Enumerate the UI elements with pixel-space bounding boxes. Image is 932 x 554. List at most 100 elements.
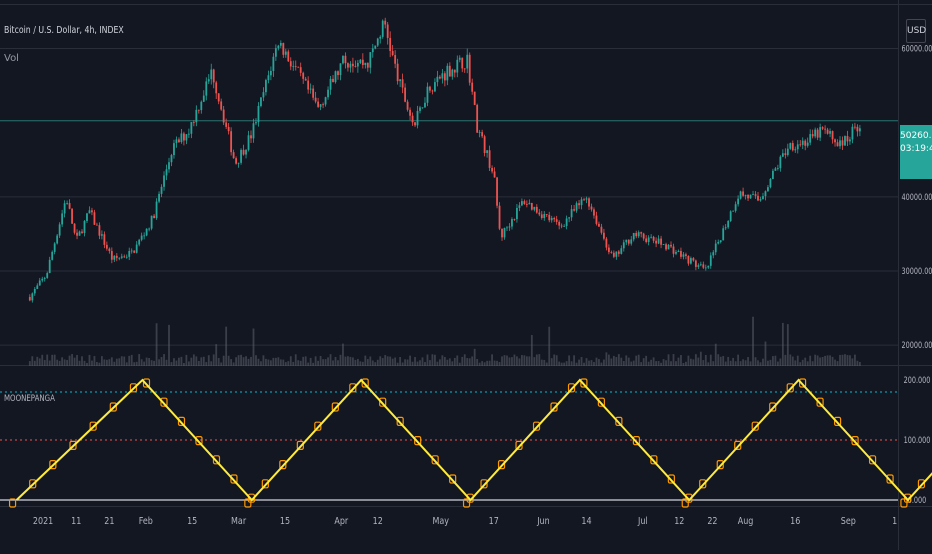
price-axis-labels: 60000.00 40000.00 30000.00 20000.00 <box>902 43 932 350</box>
volume-bar <box>170 362 173 366</box>
candle-body <box>155 201 158 219</box>
currency-button[interactable]: USD <box>906 19 926 43</box>
oscillator-glyph <box>331 402 339 412</box>
oscillator-glyph <box>195 436 203 446</box>
last-price-value: 50260.58 <box>900 131 932 141</box>
candle-body <box>836 142 839 147</box>
candle-body <box>38 280 41 286</box>
candle-body <box>384 20 387 25</box>
candle-body <box>93 212 96 225</box>
candle-body <box>299 67 302 73</box>
candle-body <box>694 260 697 267</box>
volume-bar <box>630 361 633 366</box>
oscillator-glyph <box>816 397 824 407</box>
volume-bar <box>197 360 200 366</box>
volume-bar <box>530 335 533 366</box>
candle-body <box>791 143 794 151</box>
candle-body <box>533 206 536 210</box>
volume-bar <box>153 360 155 366</box>
volume-bar <box>374 362 377 366</box>
volume-bar <box>543 359 546 366</box>
candle-body <box>277 45 280 49</box>
candle-body <box>185 134 188 141</box>
volume-bar <box>605 352 608 366</box>
candle-body <box>647 237 650 242</box>
volume-bar <box>625 355 628 366</box>
volume-bar <box>322 359 324 366</box>
candle-body <box>471 82 474 92</box>
candle-body <box>657 238 660 244</box>
candle-body <box>48 259 51 274</box>
volume-bar <box>103 359 106 366</box>
candle-body <box>685 254 687 256</box>
candle-body <box>369 52 372 68</box>
volume-bar <box>769 359 772 366</box>
volume-bar <box>319 355 322 366</box>
price-tick-label: 30000.00 <box>902 266 932 276</box>
candle-body <box>63 203 66 214</box>
candle-body <box>702 264 705 268</box>
candle-body <box>406 101 409 110</box>
volume-bar <box>33 360 36 366</box>
candle-body <box>287 51 290 62</box>
candle-body <box>776 168 779 169</box>
candle-body <box>317 101 320 107</box>
volume-bar <box>441 355 444 366</box>
volume-bar <box>481 361 484 366</box>
candle-body <box>309 88 312 90</box>
volume-bar <box>334 357 337 366</box>
candle-body <box>342 55 344 64</box>
volume-bar <box>361 361 364 366</box>
candle-body <box>416 110 419 126</box>
candle-body <box>58 224 61 236</box>
volume-bar <box>647 361 650 366</box>
volume-bar <box>809 355 812 366</box>
volume-bar <box>672 354 675 366</box>
candle-body <box>282 42 285 55</box>
candle-body <box>612 252 615 257</box>
candle-body <box>714 243 717 253</box>
candle-body <box>170 155 173 163</box>
volume-bar <box>826 355 829 366</box>
volume-bar <box>344 356 347 366</box>
candle-body <box>615 251 618 257</box>
candle-body <box>801 140 804 145</box>
candle-body <box>468 54 471 83</box>
candle-body <box>118 257 121 259</box>
candle-body <box>292 66 295 68</box>
time-tick-label: 12 <box>674 516 684 527</box>
candle-body <box>622 242 625 249</box>
volume-bar <box>642 358 645 366</box>
volume-bar <box>207 355 210 366</box>
volume-bar <box>337 360 339 366</box>
oscillator-glyph <box>244 498 252 508</box>
candle-body <box>28 296 31 301</box>
volume-bar <box>665 360 667 366</box>
volume-bar <box>421 357 424 366</box>
volume-bar <box>371 360 374 366</box>
candle-body <box>334 71 337 83</box>
candle-body <box>724 227 727 229</box>
volume-bar <box>411 361 414 366</box>
volume-bar <box>173 358 175 366</box>
volume-bar <box>347 356 349 366</box>
candle-body <box>446 65 449 81</box>
candle-body <box>448 65 451 77</box>
oscillator-glyph <box>786 383 794 393</box>
volume-bar <box>76 355 78 366</box>
volume-bar <box>227 355 230 366</box>
time-tick-label: 12 <box>373 516 383 527</box>
candle-body <box>819 127 822 138</box>
candle-body <box>769 179 772 188</box>
volume-bar <box>409 355 411 366</box>
volume-bar <box>327 357 329 366</box>
volume-bar <box>294 354 297 366</box>
oscillator-glyph <box>414 436 422 446</box>
candle-body <box>207 79 210 82</box>
candle-body <box>501 228 503 238</box>
candle-body <box>51 251 54 260</box>
candle-body <box>401 79 404 88</box>
time-tick-label: 16 <box>790 516 800 527</box>
